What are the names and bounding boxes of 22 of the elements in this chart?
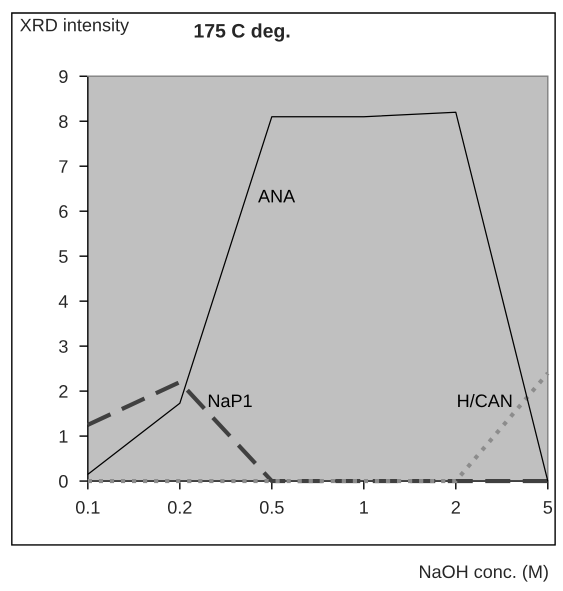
y-tick-label: 7 [59,160,68,173]
y-tick-label: 1 [60,430,68,443]
x-tick-label: 0.5 [260,500,284,514]
y-tick-label: 5 [59,250,68,263]
series-label: ANA [258,190,296,202]
y-axis-title: XRD intensity [20,18,130,36]
x-tick-label: 2 [452,500,460,514]
series-label: H/CAN [458,394,512,408]
y-tick-label: 3 [59,340,68,353]
y-tick-label: 0 [59,475,68,488]
x-tick-label: 0.1 [76,500,100,514]
x-tick-label: 5 [544,501,552,514]
x-axis-title: NaOH conc. (M) [420,564,548,582]
y-tick-label: 2 [59,385,68,398]
x-tick-label: 0.2 [168,500,192,514]
y-tick-label: 4 [58,295,68,308]
series-label: NaP1 [208,394,252,408]
chart-title: 175 C deg. [194,23,290,42]
x-tick-label: 1 [360,501,368,514]
y-tick-label: 6 [59,205,68,218]
y-tick-label: 9 [59,70,68,83]
y-tick-label: 8 [59,115,68,128]
